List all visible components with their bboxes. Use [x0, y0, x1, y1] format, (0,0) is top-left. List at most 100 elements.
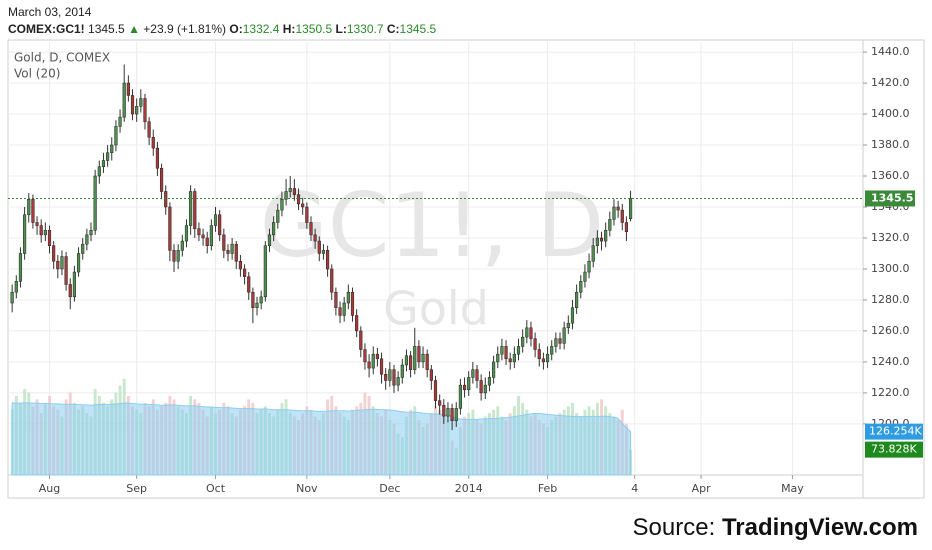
candle-body — [620, 209, 624, 223]
candle-body — [587, 260, 591, 273]
candle-body — [76, 253, 81, 273]
candle-body — [521, 336, 525, 347]
candle-body — [197, 228, 201, 236]
last-price-tag — [865, 190, 915, 207]
candle-body — [508, 358, 512, 363]
candle-body — [226, 250, 230, 254]
y-tick-label: 1280.0 — [871, 293, 910, 306]
candle-body — [612, 206, 616, 220]
x-tick-label: 2014 — [455, 482, 483, 495]
candle-body — [64, 256, 68, 285]
candle-body — [550, 346, 554, 355]
volume-ma-tag — [865, 423, 923, 440]
candle-body — [346, 291, 350, 304]
y-tick-label: 1320.0 — [871, 231, 910, 244]
x-tick-label: May — [781, 482, 804, 495]
candle-body — [31, 198, 35, 223]
candle-body — [579, 281, 583, 293]
candle-body — [595, 237, 599, 246]
candle-body — [151, 137, 155, 149]
candle-body — [338, 307, 342, 316]
candle-body — [18, 253, 23, 282]
candle-body — [367, 361, 371, 369]
candle-body — [106, 152, 110, 161]
candle-body — [450, 408, 454, 422]
high-value: 1350.5 — [295, 22, 333, 36]
candle-body — [205, 237, 209, 246]
candle-body — [375, 353, 379, 360]
candle-body — [421, 353, 425, 363]
candle-body — [234, 243, 238, 262]
date: March 03, 2014 — [8, 5, 92, 19]
candle-body — [554, 338, 558, 347]
volume-label: 73.828K — [871, 443, 917, 456]
y-tick-label: 1420.0 — [871, 76, 910, 89]
high-label: H: — [282, 22, 296, 36]
candle-body — [201, 234, 205, 239]
candle-body — [164, 191, 168, 208]
candle-body — [209, 225, 213, 246]
x-tick-label: 4 — [631, 482, 638, 495]
candle-body — [608, 219, 612, 231]
candle-body — [85, 234, 89, 245]
candle-body — [52, 245, 56, 262]
candle-body — [342, 302, 346, 316]
y-tick-label: 1240.0 — [871, 355, 910, 368]
x-tick-label: Apr — [692, 482, 712, 495]
candle-body — [272, 222, 276, 236]
candle-body — [139, 98, 143, 107]
candle-body — [483, 384, 487, 394]
candle-body — [516, 346, 521, 355]
y-tick-label: 1300.0 — [871, 262, 910, 275]
low-value: 1330.7 — [346, 22, 384, 36]
quote-line: COMEX:GC1! 1345.5 ▲ +23.9 (+1.81%) O:133… — [8, 21, 436, 38]
close-label: C: — [386, 22, 400, 36]
candle-body — [147, 121, 151, 138]
candle-body — [247, 276, 251, 293]
candle-body — [591, 245, 595, 262]
candle-body — [122, 82, 126, 118]
candle-body — [404, 355, 409, 366]
open-value: 1332.4 — [242, 22, 280, 36]
candle-body — [101, 160, 106, 167]
candle-body — [492, 361, 496, 378]
candle-body — [10, 291, 14, 304]
candle-body — [222, 234, 226, 251]
y-tick-label: 1360.0 — [871, 169, 910, 182]
volume-tag — [865, 441, 923, 458]
candle-body — [512, 353, 516, 363]
candle-body — [429, 369, 433, 381]
candle-body — [525, 327, 529, 338]
change: +23.9 (+1.81%) — [143, 22, 227, 36]
low-label: L: — [335, 22, 347, 36]
candle-body — [562, 327, 566, 344]
candle-body — [68, 284, 72, 298]
candle-body — [27, 198, 31, 215]
candle-body — [309, 222, 313, 236]
candle-body — [263, 245, 267, 298]
candle-body — [317, 240, 321, 254]
candle-body — [496, 353, 500, 363]
candle-body — [350, 291, 355, 316]
source-prefix: Source: — [632, 514, 716, 541]
candle-body — [93, 175, 97, 231]
candle-body — [400, 364, 404, 378]
candle-body — [284, 191, 288, 200]
candle-body — [487, 377, 492, 386]
candle-body — [545, 353, 550, 363]
candle-body — [251, 291, 255, 308]
x-tick-label: Sep — [126, 482, 147, 495]
candle-body — [442, 405, 446, 417]
candle-body — [533, 338, 537, 350]
candle-body — [184, 225, 189, 242]
x-tick-label: Nov — [296, 482, 318, 495]
candle-body — [462, 384, 467, 391]
candle-body — [143, 98, 147, 123]
candle-body — [458, 384, 462, 409]
candle-body — [39, 225, 43, 236]
candle-body — [23, 214, 27, 254]
candle-body — [583, 271, 587, 282]
candle-body — [355, 315, 359, 332]
candle-body — [599, 237, 604, 242]
